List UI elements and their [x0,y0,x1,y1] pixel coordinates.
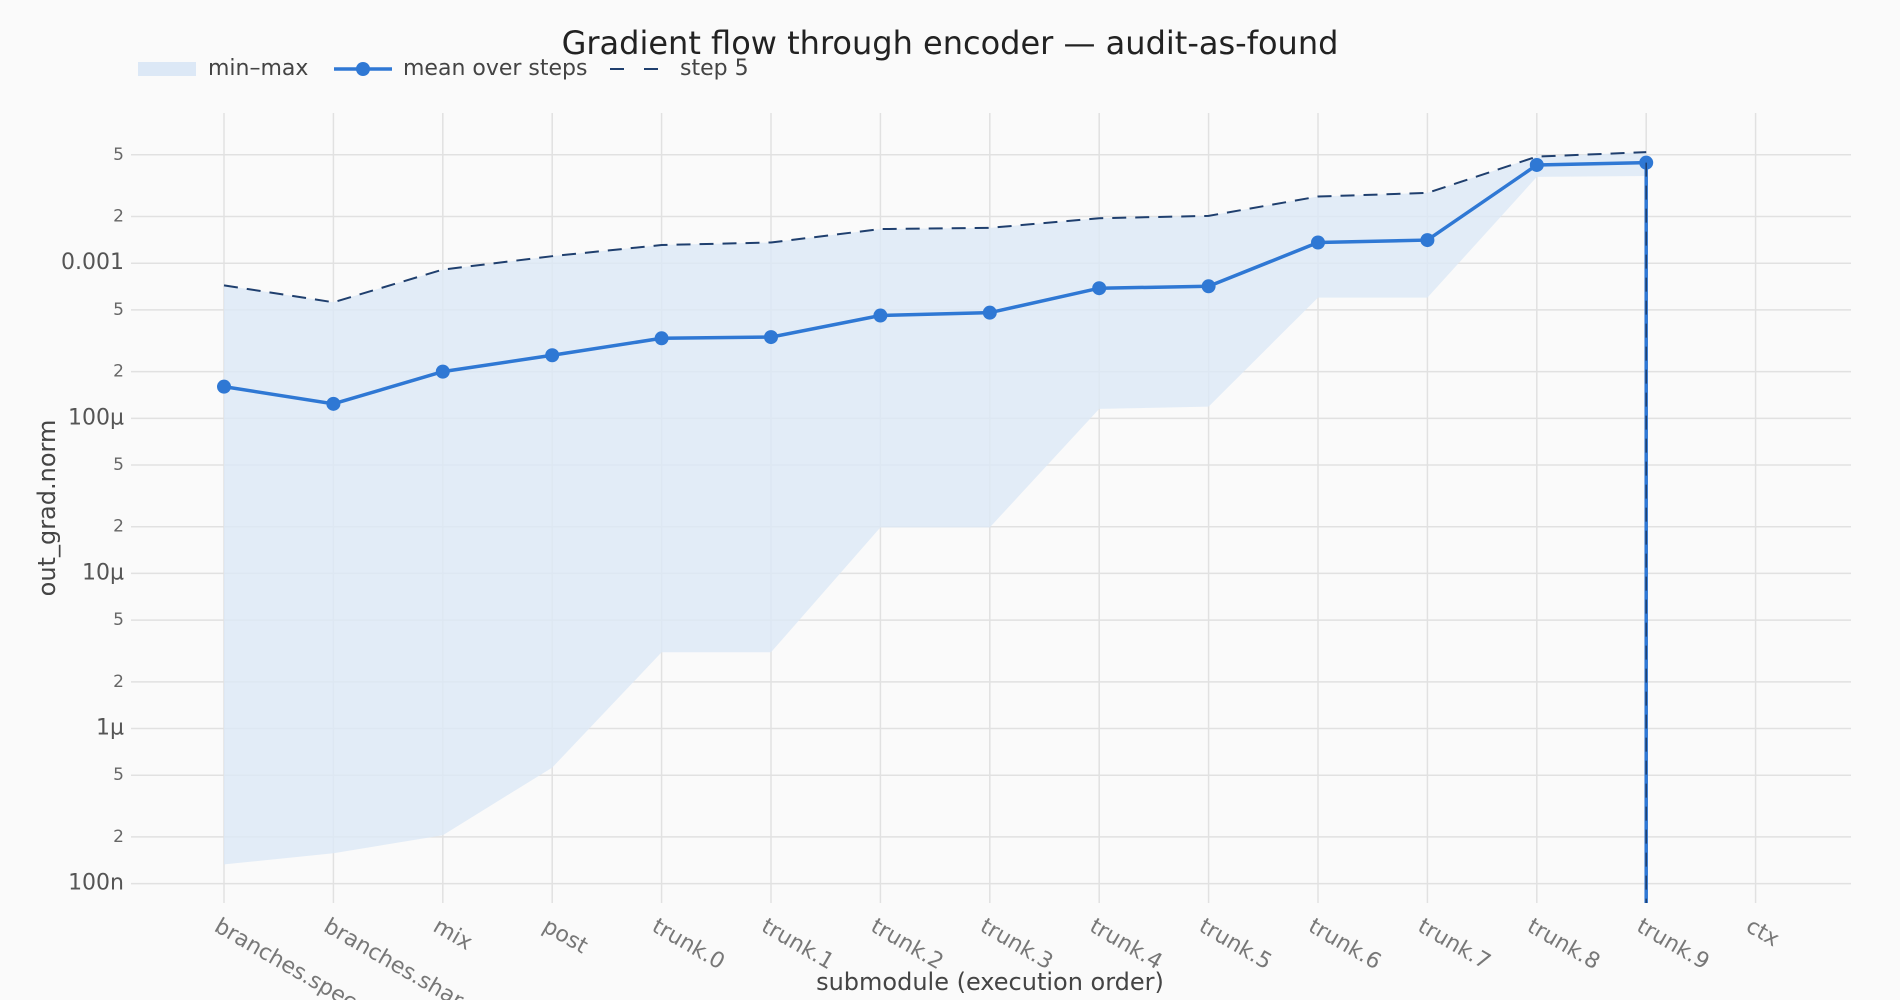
chart-title: Gradient flow through encoder — audit-as… [562,24,1339,62]
y-tick-label: 5 [113,765,124,785]
legend-swatch [138,62,196,76]
point [1092,281,1107,296]
x-tick-label: post [538,914,592,960]
point [654,331,669,346]
point [1311,235,1325,250]
x-tick-label: trunk.8 [1523,914,1604,975]
x-tick-label: trunk.9 [1632,914,1713,975]
y-tick-label: 2 [113,207,124,227]
y-tick-label: 5 [113,145,124,165]
y-tick-label: 10µ [82,560,124,585]
x-tick-label: ctx [1742,914,1784,953]
point [326,396,341,411]
point [217,379,231,394]
y-tick-label: 1µ [96,716,124,741]
point [873,308,888,323]
y-axis-title: out_grad.norm [33,420,61,597]
y-tick-label: 100n [68,871,124,896]
x-tick-label: trunk.2 [866,914,947,975]
point [1420,233,1435,248]
series-line [223,160,1647,406]
y-tick-label: 5 [113,300,124,320]
x-tick-label: trunk.6 [1304,914,1385,975]
x-tick-label: trunk.5 [1195,914,1276,975]
x-tick-label: trunk.7 [1413,914,1494,975]
legend-swatch [356,62,370,76]
series-line [223,151,1647,304]
x-tick-label: trunk.4 [1085,914,1166,975]
point [545,348,560,363]
x-tick-label: trunk.1 [757,914,838,975]
x-tick-label: mix [429,914,477,956]
point [1201,279,1216,294]
point [1529,157,1544,172]
legend-label: min–max [208,56,308,81]
y-tick-label: 2 [113,362,124,382]
y-tick-label: 2 [113,672,124,692]
point [982,305,997,320]
y-tick-label: 2 [113,827,124,847]
x-axis-title: submodule (execution order) [816,968,1164,996]
point [764,330,778,345]
min-max-band [224,152,1647,865]
point [435,364,450,379]
y-tick-label: 2 [113,517,124,537]
legend-label: step 5 [680,56,749,81]
x-tick-label: trunk.3 [976,914,1057,975]
x-tick-label: trunk.0 [648,914,729,975]
y-tick-label: 100µ [68,405,124,430]
y-tick-label: 5 [113,610,124,630]
y-tick-label: 5 [113,455,124,475]
legend-label: mean over steps [403,56,588,81]
y-tick-label: 0.001 [61,250,124,275]
